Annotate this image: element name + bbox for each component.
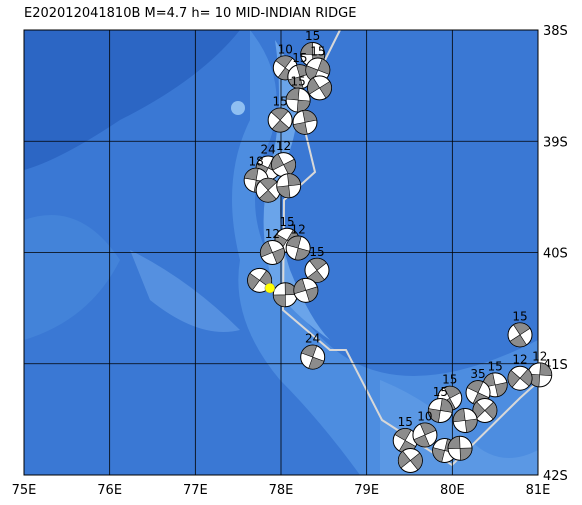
map-title: E202012041810B M=4.7 h= 10 MID-INDIAN RI… [24,6,356,21]
focal-mechanism [397,448,423,474]
focal-mechanism [427,397,453,423]
beachball-quadrant [307,77,332,99]
focal-mechanism [272,282,298,308]
beachball-quadrant [276,173,301,199]
beachball-quadrant [413,422,437,448]
focal-mechanism [412,422,438,448]
beachball-quadrant [270,107,290,133]
x-tick-label: 79E [354,483,379,498]
x-tick-label: 77E [183,483,208,498]
focal-mechanism [452,407,478,433]
depth-label: 10 [417,409,432,423]
y-tick-label: 40S [543,247,568,262]
focal-mechanism [293,277,319,303]
focal-mechanism [285,87,311,113]
beachball-quadrant [509,322,531,348]
beachball-quadrant [286,235,311,261]
plate-boundary [281,30,538,467]
focal-mechanism [392,428,418,454]
depth-label: 12 [265,227,280,241]
beachball-quadrant [507,368,533,388]
x-tick-label: 80E [440,483,465,498]
depth-label: 12 [512,353,527,367]
beachball-quadrant [447,435,473,461]
x-tick-label: 75E [12,483,37,498]
beachball-quadrant [260,241,285,264]
beachball-quadrant [428,398,453,423]
depth-label: 10 [278,42,293,56]
focal-mechanism [507,365,533,391]
focal-mechanism [285,235,311,261]
depth-label: 24 [261,142,276,156]
depth-label: 15 [442,373,457,387]
depth-label: 15 [433,385,448,399]
depth-label: 18 [249,155,264,169]
y-tick-label: 39S [543,135,568,150]
depth-label: 15 [305,29,320,43]
epicenter [264,282,276,294]
beachball-quadrant [285,87,311,113]
x-tick-label: 76E [97,483,122,498]
focal-mechanism [271,152,297,178]
beachball-quadrant [452,408,478,433]
focal-mechanism [507,322,533,348]
depth-label: 15 [292,51,307,65]
y-tick-label: 42S [543,469,568,484]
depth-label: 15 [279,215,294,229]
beachball-quadrant [292,110,318,135]
focal-mechanism [472,397,498,423]
beachball-quadrant [398,450,423,471]
depth-label: 15 [488,359,503,373]
depth-label: 24 [305,332,320,346]
depth-label: 15 [273,95,288,109]
beachball-quadrant [301,344,325,370]
focal-mechanism [267,107,293,133]
depth-label: 35 [470,367,485,381]
beachball-quadrant [293,278,319,303]
beachball-quadrant [472,401,498,420]
focal-mechanism [276,173,302,199]
x-tick-label: 81E [526,483,551,498]
focal-mechanism [300,344,326,370]
focal-mechanism [304,257,330,283]
focal-mechanism [292,109,318,135]
focal-mechanism [255,177,281,203]
depth-label: 15 [310,45,325,59]
depth-label: 15 [512,309,527,323]
depth-label: 15 [290,75,305,89]
depth-label: 12 [290,223,305,237]
beachball-quadrant [307,257,327,283]
focal-mechanism [259,240,285,265]
focal-mechanism [307,75,333,101]
focal-mechanism [447,435,473,461]
y-tick-label: 38S [543,24,568,39]
depth-label: 15 [398,415,413,429]
depth-label: 12 [276,139,291,153]
x-tick-label: 78E [269,483,294,498]
depth-label: 15 [309,245,324,259]
depth-label: 12 [532,349,547,363]
